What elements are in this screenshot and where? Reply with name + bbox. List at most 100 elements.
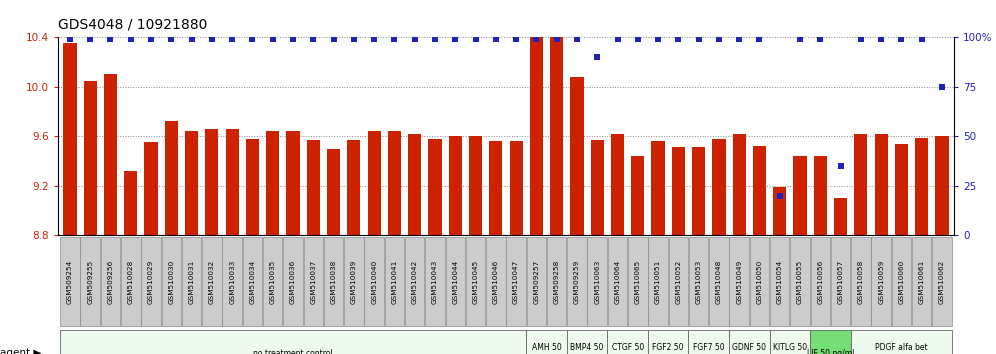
FancyBboxPatch shape [851,330,952,354]
Point [367,36,382,42]
FancyBboxPatch shape [770,237,790,326]
Bar [773,187,787,235]
Bar [571,77,584,235]
FancyBboxPatch shape [709,237,729,326]
FancyBboxPatch shape [425,237,445,326]
Text: PDGF alfa bet
a hd 50 ng/ml: PDGF alfa bet a hd 50 ng/ml [874,343,928,354]
Point [934,84,950,90]
Bar [469,136,482,235]
FancyBboxPatch shape [122,237,140,326]
Text: GSM510063: GSM510063 [595,259,601,304]
Text: GSM509254: GSM509254 [67,259,73,304]
Point [529,36,545,42]
FancyBboxPatch shape [243,237,262,326]
Bar [246,139,259,235]
FancyBboxPatch shape [283,237,303,326]
Text: FGF2 50
ng/ml: FGF2 50 ng/ml [652,343,684,354]
Bar [753,146,766,235]
Point [83,36,99,42]
Point [590,54,606,60]
Text: GSM509258: GSM509258 [554,259,560,304]
Text: GSM510062: GSM510062 [939,259,945,304]
FancyBboxPatch shape [141,237,160,326]
Point [224,36,240,42]
FancyBboxPatch shape [648,237,667,326]
Text: GSM510052: GSM510052 [675,259,681,304]
Text: GSM510061: GSM510061 [918,259,924,304]
Bar [104,74,118,235]
Point [427,36,443,42]
Point [711,36,727,42]
Point [204,36,220,42]
Bar [408,134,421,235]
Point [610,36,625,42]
Bar [631,156,644,235]
Point [386,36,402,42]
Point [813,36,829,42]
FancyBboxPatch shape [810,330,851,354]
FancyBboxPatch shape [304,237,323,326]
FancyBboxPatch shape [263,237,283,326]
Text: agent ▶: agent ▶ [0,348,42,354]
FancyBboxPatch shape [526,330,567,354]
Text: GSM510029: GSM510029 [148,259,154,304]
Text: CTGF 50
ng/ml: CTGF 50 ng/ml [612,343,643,354]
FancyBboxPatch shape [506,237,526,326]
Text: GSM510034: GSM510034 [249,259,255,304]
Bar [733,134,746,235]
Bar [915,138,928,235]
Point [406,36,422,42]
FancyBboxPatch shape [872,237,890,326]
Bar [64,44,77,235]
Bar [287,131,300,235]
Point [893,36,909,42]
FancyBboxPatch shape [729,237,749,326]
Point [306,36,322,42]
Bar [855,134,868,235]
FancyBboxPatch shape [729,330,770,354]
Bar [387,131,401,235]
Point [569,36,585,42]
Text: GSM510030: GSM510030 [168,259,174,304]
FancyBboxPatch shape [608,237,627,326]
FancyBboxPatch shape [202,237,222,326]
Bar [266,131,279,235]
Bar [448,136,462,235]
Point [792,36,808,42]
Point [467,36,483,42]
Text: FGF7 50
ng/ml: FGF7 50 ng/ml [693,343,724,354]
FancyBboxPatch shape [811,237,830,326]
Bar [368,131,380,235]
Point [772,193,788,199]
Text: GSM510055: GSM510055 [797,259,803,304]
Text: KITLG 50
ng/ml: KITLG 50 ng/ml [773,343,807,354]
Bar [834,198,848,235]
Point [265,36,281,42]
Text: no treatment control: no treatment control [253,349,333,354]
FancyBboxPatch shape [324,237,344,326]
Bar [611,134,624,235]
Text: GSM510051: GSM510051 [655,259,661,304]
Text: GSM510065: GSM510065 [634,259,640,304]
FancyBboxPatch shape [527,237,546,326]
FancyBboxPatch shape [668,237,688,326]
Bar [935,136,948,235]
Text: GSM510054: GSM510054 [777,259,783,304]
Text: GDS4048 / 10921880: GDS4048 / 10921880 [58,17,207,31]
FancyBboxPatch shape [567,237,587,326]
Bar [814,156,827,235]
Text: GSM510036: GSM510036 [290,259,296,304]
FancyBboxPatch shape [750,237,769,326]
FancyBboxPatch shape [790,237,810,326]
Bar [307,140,320,235]
Point [650,36,666,42]
Bar [692,148,705,235]
Text: GDNF 50
ng/ml: GDNF 50 ng/ml [732,343,766,354]
Text: GSM510045: GSM510045 [472,259,478,304]
FancyBboxPatch shape [852,237,871,326]
FancyBboxPatch shape [60,237,80,326]
Text: GSM509255: GSM509255 [88,259,94,304]
Point [690,36,706,42]
FancyBboxPatch shape [466,237,485,326]
Bar [225,129,239,235]
